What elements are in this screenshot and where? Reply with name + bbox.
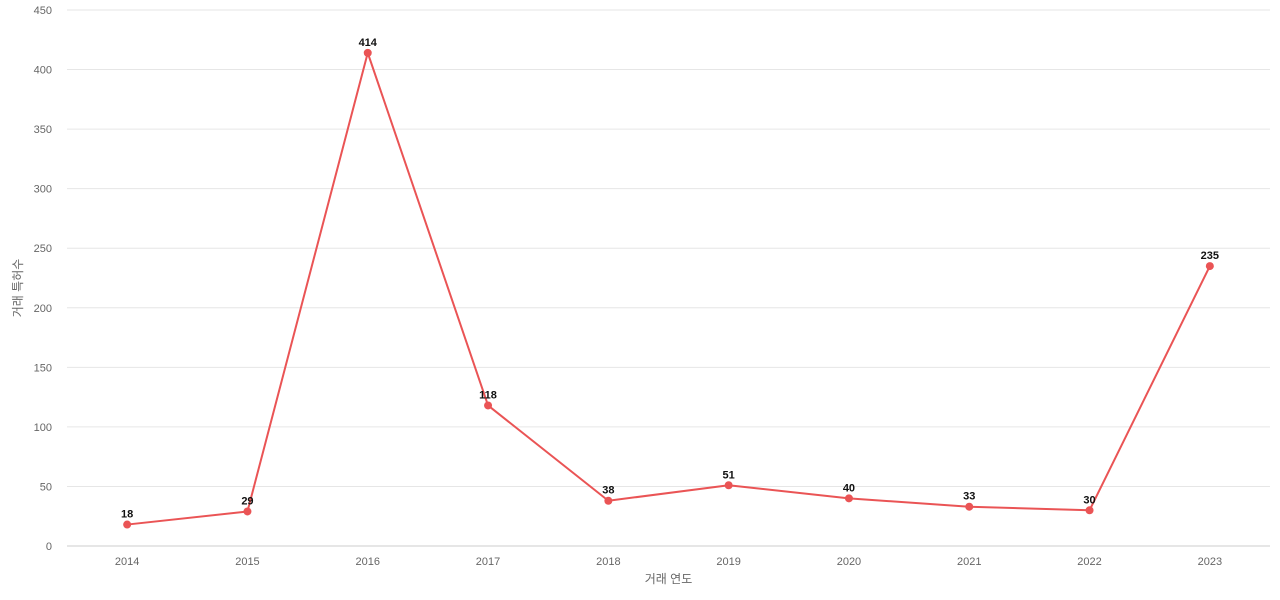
data-point[interactable] (363, 48, 372, 57)
y-tick-label: 0 (46, 541, 52, 553)
x-tick-label: 2016 (356, 556, 380, 568)
series-line (127, 51, 1211, 526)
data-point[interactable] (123, 520, 132, 529)
data-point[interactable] (604, 496, 613, 505)
x-tick-label: 2023 (1198, 556, 1222, 568)
data-point[interactable] (844, 494, 853, 503)
y-tick-label: 300 (34, 184, 52, 196)
x-tick-label: 2021 (957, 556, 981, 568)
x-tick-label: 2017 (476, 556, 500, 568)
y-tick-label: 50 (40, 481, 52, 493)
data-point[interactable] (243, 507, 252, 516)
y-axis-title: 거래 특허수 (11, 259, 25, 318)
grid-layer (67, 9, 1270, 487)
data-point[interactable] (965, 502, 974, 511)
data-point[interactable] (484, 401, 493, 410)
x-tick-label: 2020 (837, 556, 861, 568)
data-label: 29 (241, 495, 253, 507)
data-labels-layer: 18 29 414 118 38 51 40 33 30 235 (121, 37, 1219, 521)
y-tick-label: 400 (34, 65, 52, 77)
y-tick-label: 250 (34, 243, 52, 255)
data-point[interactable] (1205, 262, 1214, 271)
x-axis-title: 거래 연도 (645, 572, 693, 586)
x-tick-label: 2014 (115, 556, 139, 568)
y-tick-label: 350 (34, 124, 52, 136)
x-tick-label: 2019 (716, 556, 740, 568)
data-label: 33 (963, 491, 975, 503)
data-label: 30 (1083, 494, 1095, 506)
data-label: 51 (723, 469, 735, 481)
x-axis-ticks: 2014 2015 2016 2017 2018 2019 2020 2021 2022 2023 (115, 556, 1222, 568)
data-point[interactable] (1085, 506, 1094, 515)
x-tick-label: 2022 (1077, 556, 1101, 568)
series-layer (127, 51, 1211, 526)
data-label: 40 (843, 482, 855, 494)
y-tick-label: 150 (34, 362, 52, 374)
data-label: 18 (121, 509, 133, 521)
points-layer (123, 48, 1214, 529)
y-tick-label: 450 (34, 5, 52, 17)
x-tick-label: 2018 (596, 556, 620, 568)
y-tick-label: 200 (34, 303, 52, 315)
y-tick-label: 100 (34, 422, 52, 434)
data-label: 38 (602, 485, 614, 497)
data-label: 235 (1201, 250, 1219, 262)
data-label: 414 (359, 37, 378, 49)
x-tick-label: 2015 (235, 556, 259, 568)
data-point[interactable] (724, 481, 733, 490)
y-axis-ticks: 0 50 100 150 200 250 300 350 400 450 (34, 5, 52, 553)
data-label: 118 (479, 389, 497, 401)
